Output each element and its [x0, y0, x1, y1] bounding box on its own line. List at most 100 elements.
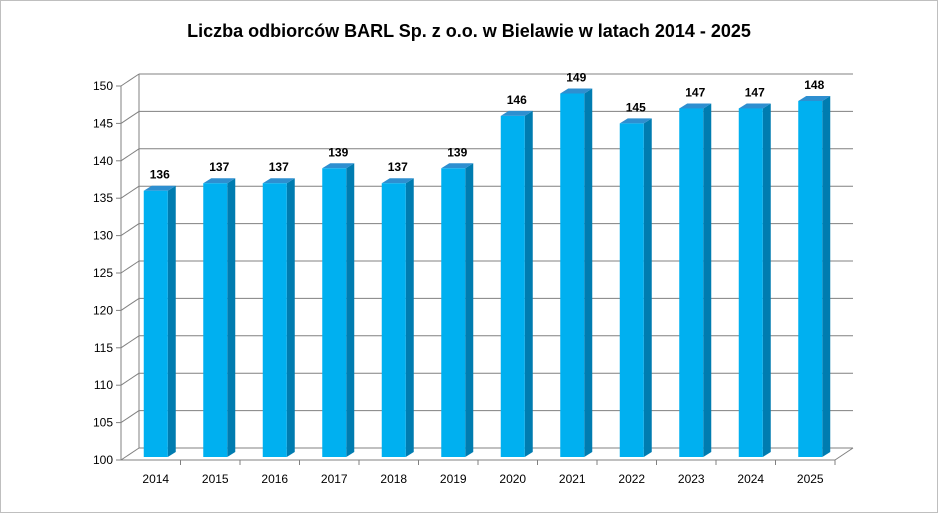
bar-side	[643, 118, 652, 458]
bar	[798, 95, 831, 458]
grid-layer	[120, 73, 853, 461]
data-label: 148	[804, 78, 824, 92]
bar-front	[679, 108, 704, 457]
bar-front	[619, 123, 644, 458]
x-tick-label: 2022	[618, 472, 645, 486]
bar	[441, 163, 474, 457]
y-tick-label: 120	[93, 303, 113, 317]
data-label: 149	[566, 70, 586, 84]
bar-side	[822, 95, 831, 458]
x-tick-label: 2015	[202, 472, 229, 486]
bar-front	[798, 100, 823, 458]
gridline-diag	[120, 73, 140, 87]
floor-right-edge	[834, 447, 854, 461]
gridline-diag	[120, 372, 140, 386]
data-label: 136	[150, 168, 170, 182]
bar-top	[679, 103, 712, 109]
bar-side	[227, 178, 236, 458]
x-tick-label: 2021	[559, 472, 586, 486]
data-label: 139	[328, 145, 348, 159]
data-label: 145	[626, 100, 646, 114]
y-tick-label: 140	[93, 154, 113, 168]
x-tick-label: 2020	[499, 472, 526, 486]
chart-title: Liczba odbiorców BARL Sp. z o.o. w Biela…	[187, 21, 751, 41]
bar-top	[560, 88, 593, 94]
x-tick-label: 2018	[380, 472, 407, 486]
bar-top	[143, 185, 176, 191]
gridline-diag	[120, 260, 140, 274]
data-label: 139	[447, 145, 467, 159]
label-layer: 136 137 137 139 137 139 146 149 145 147 147 148	[150, 70, 825, 181]
gridline-diag	[120, 335, 140, 349]
bar-top	[381, 178, 414, 184]
gridline-diag	[120, 185, 140, 199]
gridline-diag	[120, 447, 140, 461]
y-tick-label: 100	[93, 453, 113, 467]
gridline-diag	[120, 410, 140, 424]
y-tick-label: 115	[94, 341, 113, 355]
bar-side	[524, 110, 533, 458]
data-label: 137	[269, 160, 289, 174]
x-tick-label: 2017	[321, 472, 348, 486]
bar	[619, 118, 652, 458]
bar-top	[441, 163, 474, 169]
bar-front	[441, 168, 466, 457]
bar-front	[322, 168, 347, 457]
bar-top	[203, 178, 236, 184]
y-tick-label: 135	[93, 191, 113, 205]
x-tick-label: 2024	[737, 472, 764, 486]
bar-side	[584, 88, 593, 457]
data-label: 137	[209, 160, 229, 174]
bar-layer	[143, 88, 831, 458]
bar	[322, 163, 355, 457]
bar-front	[381, 183, 406, 458]
y-tick-label: 150	[93, 79, 113, 93]
bar	[143, 185, 176, 457]
bar-side	[465, 163, 474, 457]
y-tick-label: 110	[94, 378, 113, 392]
bar-side	[703, 103, 712, 457]
bar-front	[203, 183, 228, 458]
x-tick-label: 2019	[440, 472, 467, 486]
bar	[560, 88, 593, 457]
gridline-diag	[120, 297, 140, 311]
x-tick-label: 2014	[142, 472, 169, 486]
data-label: 147	[745, 85, 765, 99]
bar-top	[322, 163, 355, 169]
y-tick-label: 105	[93, 416, 113, 430]
gridline-diag	[120, 223, 140, 237]
bar	[500, 110, 533, 458]
data-label: 146	[507, 93, 527, 107]
bar-side	[405, 178, 414, 458]
y-tick-label: 145	[93, 116, 113, 130]
bar	[262, 178, 295, 458]
x-tick-label: 2016	[261, 472, 288, 486]
data-label: 137	[388, 160, 408, 174]
data-label: 147	[685, 85, 705, 99]
bar-front	[262, 183, 287, 458]
bar	[679, 103, 712, 457]
bar	[381, 178, 414, 458]
bar-side	[167, 185, 176, 457]
bar	[203, 178, 236, 458]
gridline-diag	[120, 110, 140, 124]
gridline-diag	[120, 148, 140, 162]
bar-top	[262, 178, 295, 184]
x-tick-label: 2025	[797, 472, 824, 486]
y-tick-label: 125	[93, 266, 113, 280]
bar-top	[798, 95, 831, 101]
bar-top	[738, 103, 771, 109]
bar	[738, 103, 771, 457]
bar-side	[762, 103, 771, 457]
bar-top	[619, 118, 652, 124]
bar-side	[286, 178, 295, 458]
axis-layer: 100 105 110 115 120 125 130 135 140 145 150 2014 201…	[93, 74, 854, 486]
bar-top	[500, 110, 533, 116]
y-tick-label: 130	[93, 229, 113, 243]
bar-front	[143, 190, 168, 457]
bar-side	[346, 163, 355, 457]
bar-front	[560, 93, 585, 457]
x-tick-label: 2023	[678, 472, 705, 486]
